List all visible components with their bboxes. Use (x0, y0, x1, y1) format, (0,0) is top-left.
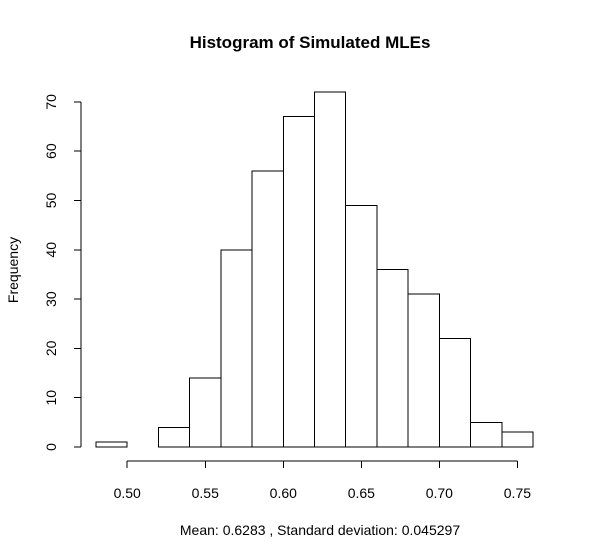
histogram-bar (314, 91, 347, 448)
chart-title: Histogram of Simulated MLEs (190, 33, 431, 52)
histogram-bar (282, 116, 315, 448)
y-tick-label: 40 (43, 242, 59, 258)
x-axis: 0.50 0.55 0.60 0.65 0.70 0.75 (114, 460, 531, 501)
x-tick-label: 0.50 (114, 485, 141, 501)
x-tick-label: 0.55 (192, 485, 219, 501)
y-tick-label: 30 (43, 291, 59, 307)
x-tick-label: 0.65 (348, 485, 375, 501)
y-tick-label: 10 (43, 390, 59, 406)
histogram-bar (189, 377, 222, 448)
histogram-bar (95, 441, 128, 448)
histogram-bar (501, 431, 534, 448)
y-tick-label: 60 (43, 143, 59, 159)
histogram-bar (220, 249, 253, 448)
y-tick-label: 0 (43, 443, 59, 451)
x-tick-label: 0.60 (270, 485, 297, 501)
histogram-bar (470, 421, 503, 448)
y-tick-label: 50 (43, 192, 59, 208)
y-tick-label: 70 (43, 94, 59, 110)
x-axis-label: Mean: 0.6283 , Standard deviation: 0.045… (180, 522, 460, 538)
x-tick-label: 0.70 (426, 485, 453, 501)
histogram-bar (157, 426, 191, 448)
histogram-bars (95, 91, 534, 448)
y-axis-label: Frequency (5, 237, 21, 303)
histogram-bar (438, 338, 472, 448)
histogram-bar (251, 170, 284, 448)
y-tick-label: 20 (43, 340, 59, 356)
histogram-bar (376, 269, 409, 448)
x-tick-label: 0.75 (504, 485, 531, 501)
y-axis: 0 10 20 30 40 50 60 70 (43, 94, 82, 451)
histogram-bar (407, 293, 440, 448)
histogram-bar (345, 204, 378, 448)
